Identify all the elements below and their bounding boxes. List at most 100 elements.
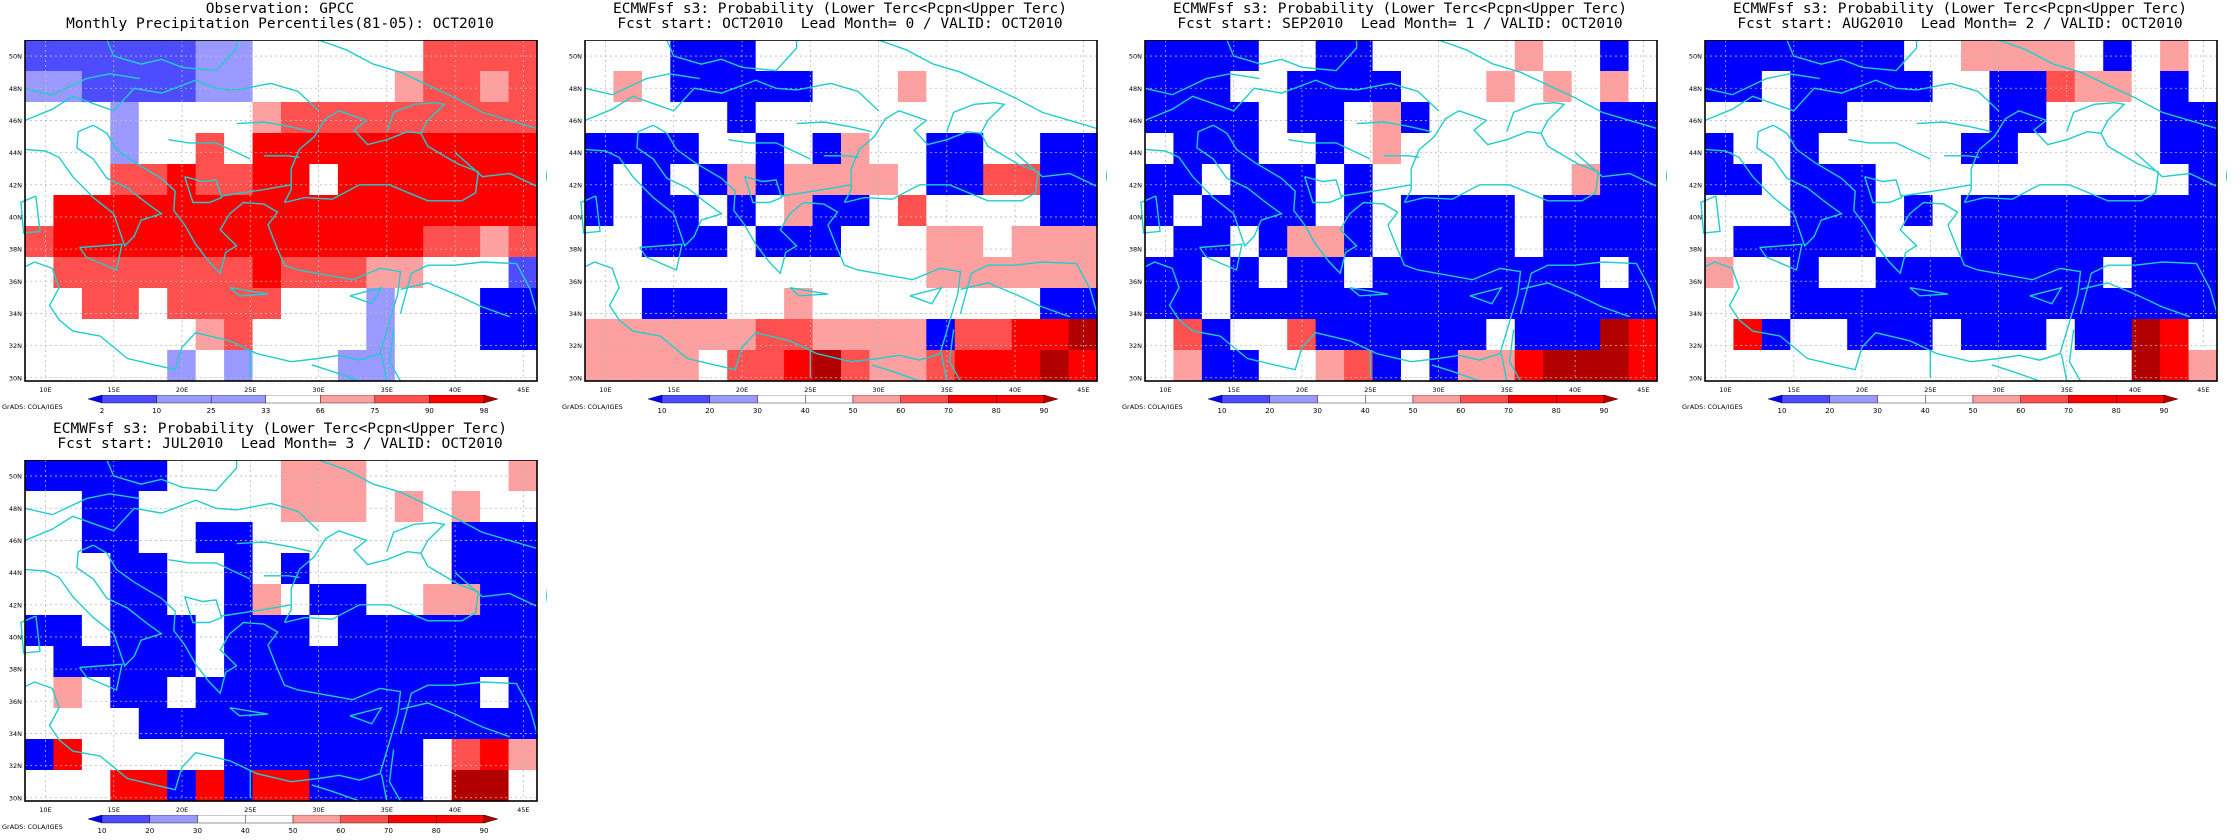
- coastline: [959, 261, 1098, 314]
- colorbar-swatch: [1043, 395, 1058, 404]
- grid-cell: [309, 164, 339, 196]
- lon-label: 20E: [1856, 386, 1868, 394]
- lat-label: 44N: [9, 569, 22, 577]
- grid-cell: [841, 164, 871, 196]
- grid-cell: [25, 460, 55, 492]
- colorbar-swatch: [1972, 395, 2021, 404]
- grid-cell: [195, 615, 225, 647]
- grid-cell: [451, 522, 481, 554]
- grid-cell: [954, 319, 984, 351]
- grid-cell: [954, 102, 984, 134]
- lon-label: 10E: [39, 386, 51, 394]
- grid-cell: [1258, 319, 1288, 351]
- grid-cell: [1705, 257, 1735, 289]
- coastline: [580, 195, 601, 234]
- grid-cell: [1173, 40, 1203, 72]
- coastline: [24, 124, 402, 371]
- grid-cell: [784, 226, 814, 258]
- grid-cell: [167, 522, 197, 554]
- grid-cell: [727, 133, 757, 165]
- colorbar-swatch: [429, 395, 485, 404]
- grid-cell: [2131, 350, 2161, 382]
- grid-cell: [1733, 319, 1763, 351]
- grid-cell: [138, 40, 168, 72]
- grid-cell: [423, 646, 453, 678]
- grid-cell: [110, 102, 140, 134]
- grid-cell: [1847, 257, 1877, 289]
- grid-cell: [81, 646, 111, 678]
- colorbar-label: 20: [705, 407, 714, 415]
- lat-label: 44N: [569, 149, 582, 157]
- grid-cell: [2074, 319, 2104, 351]
- grid-cell: [451, 553, 481, 585]
- colorbar-swatch: [436, 815, 485, 824]
- grid-cell: [53, 646, 83, 678]
- grid-cell: [1600, 226, 1630, 258]
- grid-cell: [1457, 133, 1487, 165]
- colorbar-swatch: [2020, 395, 2069, 404]
- map-frame: [1144, 40, 1658, 382]
- grid-cell: [394, 288, 424, 320]
- grid-cell: [281, 226, 311, 258]
- colorbar-swatch: [265, 395, 321, 404]
- grid-cell: [1514, 164, 1544, 196]
- coastline: [1574, 152, 1658, 188]
- grid-cell: [195, 164, 225, 196]
- grid-cell: [1705, 350, 1735, 382]
- coastline: [1786, 40, 1918, 72]
- coastline: [1140, 195, 1161, 234]
- grid-cell: [1514, 195, 1544, 227]
- grid-cell: [394, 195, 424, 227]
- colorbar-swatch: [197, 815, 246, 824]
- grid-cell: [480, 102, 510, 134]
- grid-cell: [755, 350, 785, 382]
- grid-cell: [926, 226, 956, 258]
- lat-label: 32N: [1689, 342, 1702, 350]
- colorbar-swatch: [1460, 395, 1509, 404]
- lon-label: 25E: [244, 806, 256, 814]
- grid-cell: [1989, 288, 2019, 320]
- grid-cell: [670, 288, 700, 320]
- grid-cell: [167, 288, 197, 320]
- grid-cell: [926, 195, 956, 227]
- panel-subtitle: Fcst start: JUL2010 Lead Month= 3 / VALI…: [57, 436, 503, 452]
- grid-cell: [1790, 257, 1820, 289]
- grid-cell: [2074, 195, 2104, 227]
- grid-cell: [1258, 350, 1288, 382]
- grid-cell: [1818, 226, 1848, 258]
- map-panel-0: Observation: GPCC Monthly Precipitation P…: [0, 0, 560, 420]
- lat-label: 42N: [1129, 181, 1142, 189]
- grid-cell: [1011, 102, 1041, 134]
- grid-cell: [1230, 195, 1260, 227]
- coastline: [744, 176, 783, 204]
- grid-cell: [1514, 350, 1544, 382]
- grid-cell: [337, 71, 367, 103]
- grid-cell: [1818, 319, 1848, 351]
- lat-label: 34N: [9, 310, 22, 318]
- grid-cell: [1287, 102, 1317, 134]
- grid-cell: [110, 677, 140, 709]
- grid-cell: [1733, 226, 1763, 258]
- coastline: [454, 572, 538, 608]
- grid-cell: [1932, 257, 1962, 289]
- grid-cell: [1011, 226, 1041, 258]
- grid-cell: [138, 770, 168, 802]
- coastline: [24, 124, 164, 248]
- grid-cell: [585, 350, 615, 382]
- precip-map: 50N 48N 46N 44N 42N 40N 38N 36N 34N 32N 30N 10E 15E 2…: [9, 460, 547, 814]
- grads-credit: GrADS: COLA/IGES: [1122, 403, 1183, 411]
- grid-cell: [1847, 133, 1877, 165]
- colorbar-swatch: [374, 395, 430, 404]
- coastline: [79, 663, 123, 691]
- colorbar-label: 70: [2064, 407, 2073, 415]
- grid-cell: [1486, 102, 1516, 134]
- grid-cell: [641, 288, 671, 320]
- lat-label: 36N: [1129, 278, 1142, 286]
- grid-cell: [1401, 102, 1431, 134]
- grid-cell: [508, 677, 538, 709]
- coastline: [1704, 79, 1999, 122]
- grid-cell: [508, 288, 538, 320]
- coastline: [221, 184, 292, 197]
- grid-cell: [983, 257, 1013, 289]
- grid-cell: [337, 646, 367, 678]
